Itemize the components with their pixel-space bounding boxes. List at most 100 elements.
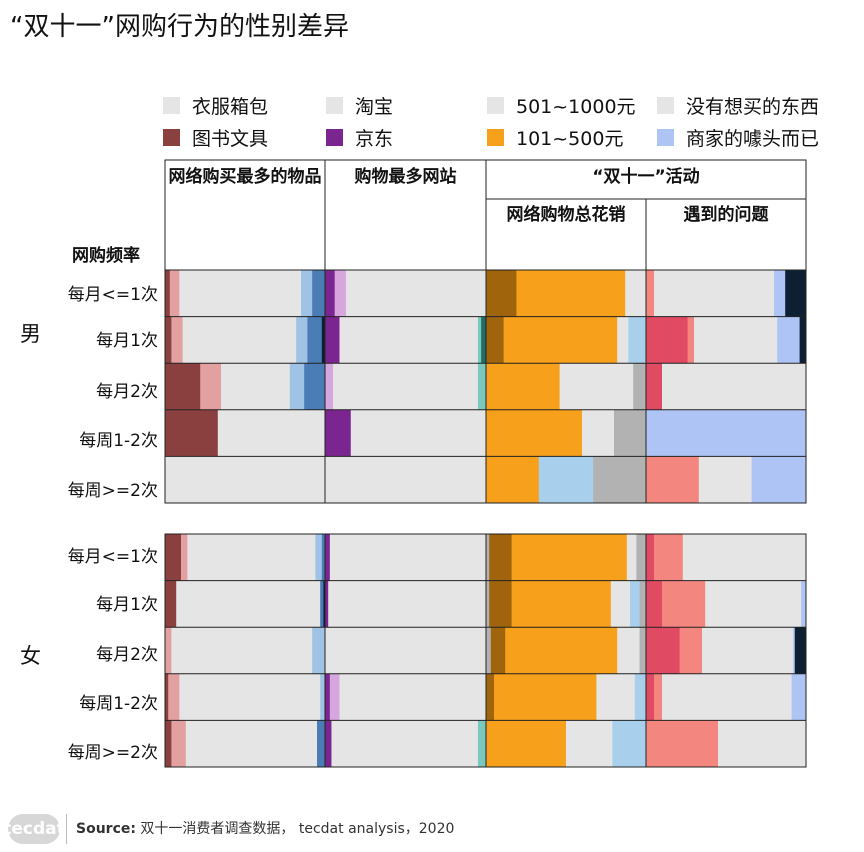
bar-segment-female-spending-r4-s4: [634, 673, 647, 721]
bar-segment-male-spending-r2-s3: [617, 316, 629, 364]
bar-segment-male-spending-r3-s1: [486, 363, 560, 410]
bar-segment-female-problems-r1-s2: [654, 534, 684, 581]
bar-segment-male-items-r5-s1: [165, 456, 326, 503]
bar-segment-female-problems-r2-s4: [801, 580, 807, 628]
group-label-female: 女: [20, 644, 41, 668]
bar-segment-male-spending-r1-s1: [486, 270, 517, 317]
bar-segment-male-site-r2-s2: [339, 316, 479, 364]
row-label-male-5: 每周>=2次: [67, 481, 158, 501]
bar-segment-female-items-r2-s3: [320, 580, 324, 628]
legend-swatch-icon: [657, 129, 674, 146]
bar-segment-male-problems-r3-s1: [646, 363, 663, 410]
bar-segment-female-items-r5-s1: [165, 720, 172, 767]
bar-segment-female-problems-r2-s3: [705, 580, 802, 628]
legend-label: 图书文具: [192, 128, 269, 150]
bar-segment-male-items-r3-s3: [221, 363, 291, 410]
bar-segment-female-problems-r4-s4: [791, 673, 807, 721]
group-label-male: 男: [20, 322, 41, 346]
bar-segment-male-items-r4-s1: [165, 409, 219, 457]
bar-segment-male-items-r3-s2: [200, 363, 222, 410]
bar-segment-female-spending-r1-s2: [489, 534, 512, 581]
legend-item-jd: 京东: [326, 124, 393, 151]
header-total-spending: 网络购物总花销: [506, 205, 626, 225]
bar-segment-female-spending-r3-s5: [639, 627, 647, 674]
legend-item-101-500: 101~500元: [487, 124, 623, 151]
bar-segment-female-spending-r1-s1: [486, 534, 490, 581]
bar-segment-male-items-r4-s2: [217, 409, 326, 457]
bar-segment-female-problems-r1-s3: [682, 534, 807, 581]
bar-segment-male-spending-r4-s1: [486, 409, 583, 457]
bar-segment-female-site-r4-s1: [325, 673, 331, 721]
bar-segment-male-items-r3-s1: [165, 363, 201, 410]
bar-segment-male-items-r1-s2: [169, 270, 180, 317]
bar-segment-male-site-r2-s3: [477, 316, 482, 364]
source-line: Source: 双十一消费者调查数据， tecdat analysis，2020: [76, 818, 454, 838]
bar-segment-female-problems-r2-s2: [662, 580, 706, 628]
bar-segment-male-problems-r2-s3: [694, 316, 778, 364]
legend-item-501-1000: 501~1000元: [487, 92, 636, 119]
bar-segment-female-spending-r2-s3: [511, 580, 612, 628]
source-label: Source:: [76, 821, 136, 837]
bar-segment-male-items-r2-s4: [296, 316, 308, 364]
bar-segment-male-spending-r4-s3: [614, 409, 647, 457]
bar-segment-male-items-r3-s5: [304, 363, 326, 410]
bar-segment-female-spending-r5-s1: [486, 720, 567, 767]
bar-segment-female-problems-r3-s2: [679, 627, 703, 674]
bar-segment-male-problems-r3-s2: [662, 363, 807, 410]
bar-segment-female-spending-r1-s3: [511, 534, 628, 581]
bar-segment-female-items-r4-s1: [165, 673, 169, 721]
bar-segment-female-items-r3-s3: [312, 627, 326, 674]
bar-segment-male-spending-r4-s2: [582, 409, 615, 457]
bar-segment-female-items-r4-s4: [320, 673, 326, 721]
bar-segment-male-problems-r1-s2: [654, 270, 775, 317]
bar-segment-female-items-r1-s5: [321, 534, 326, 581]
bar-segment-male-items-r2-s3: [182, 316, 297, 364]
bar-segment-male-site-r1-s3: [345, 270, 487, 317]
bar-segment-female-problems-r5-s2: [718, 720, 807, 767]
bar-segment-female-items-r5-s2: [171, 720, 187, 767]
bar-segment-male-items-r1-s3: [179, 270, 302, 317]
bar-segment-female-spending-r3-s4: [617, 627, 640, 674]
bar-segment-female-spending-r4-s1: [486, 673, 495, 721]
bar-segment-female-spending-r3-s2: [490, 627, 506, 674]
legend-item-clothes-bags: 衣服箱包: [163, 92, 268, 119]
bar-segment-female-problems-r3-s3: [702, 627, 794, 674]
row-label-female-1: 每月<=1次: [67, 547, 158, 567]
legend-item-merchant-gimmick: 商家的噱头而已: [657, 124, 819, 151]
bar-segment-male-spending-r3-s3: [633, 363, 647, 410]
bar-segment-female-site-r2-s2: [328, 580, 487, 628]
bar-segment-female-items-r1-s2: [181, 534, 188, 581]
footer-divider: [66, 814, 67, 844]
bar-segment-male-site-r2-s1: [325, 316, 340, 364]
bar-segment-male-spending-r2-s4: [628, 316, 647, 364]
bar-segment-female-problems-r2-s1: [646, 580, 663, 628]
bar-segment-male-spending-r2-s1: [486, 316, 504, 364]
bar-segment-female-site-r4-s3: [339, 673, 487, 721]
bar-segment-female-items-r4-s3: [179, 673, 321, 721]
bar-segment-male-site-r4-s2: [350, 409, 487, 457]
bar-segment-female-items-r2-s1: [165, 580, 177, 628]
bar-segment-male-site-r1-s2: [334, 270, 347, 317]
y-axis-title: 网购频率: [72, 246, 140, 266]
bar-segment-female-items-r1-s4: [315, 534, 323, 581]
bar-segment-female-site-r2-s1: [325, 580, 329, 628]
bar-segment-female-site-r5-s3: [477, 720, 487, 767]
legend-item-books-stationery: 图书文具: [163, 124, 268, 151]
row-label-female-5: 每周>=2次: [67, 743, 158, 763]
row-label-female-2: 每月1次: [96, 595, 158, 615]
bar-segment-male-items-r1-s1: [165, 270, 171, 317]
bar-segment-male-items-r2-s6: [321, 316, 326, 364]
bar-segment-female-problems-r1-s1: [646, 534, 655, 581]
bar-segment-female-spending-r1-s5: [636, 534, 647, 581]
bar-segment-male-site-r4-s1: [325, 409, 352, 457]
row-label-female-3: 每月2次: [96, 645, 158, 665]
bar-segment-female-spending-r1-s4: [626, 534, 637, 581]
bar-segment-male-items-r2-s5: [307, 316, 323, 364]
bar-segment-female-site-r4-s2: [329, 673, 340, 721]
row-label-male-4: 每周1-2次: [79, 431, 158, 451]
header-most-bought-items: 网络购买最多的物品: [168, 167, 322, 187]
bar-segment-female-spending-r2-s6: [639, 580, 647, 628]
bar-segment-female-problems-r4-s2: [654, 673, 663, 721]
bar-segment-female-site-r1-s2: [329, 534, 487, 581]
